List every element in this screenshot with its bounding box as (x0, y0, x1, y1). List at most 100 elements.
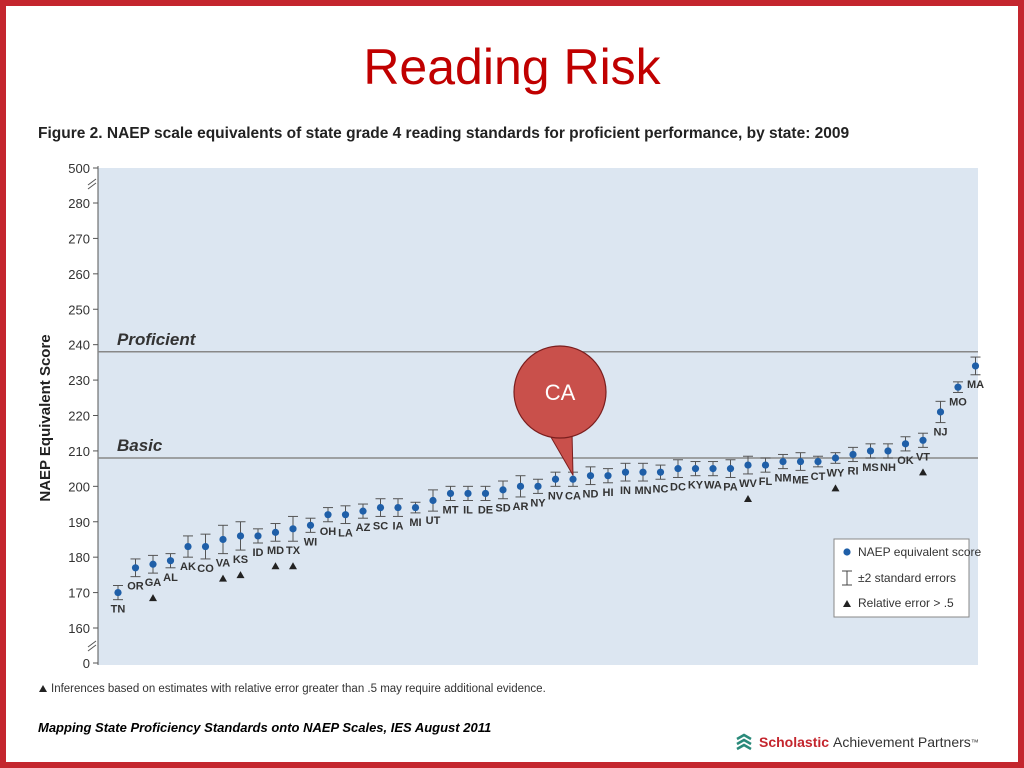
point-de (481, 489, 490, 498)
scholastic-logo-icon (736, 733, 752, 751)
relative-error-marker (271, 562, 280, 570)
state-label: NC (653, 483, 669, 495)
state-label: MI (409, 517, 421, 529)
point-nm (779, 457, 787, 466)
point-ks (236, 532, 245, 540)
point-fl (761, 461, 770, 469)
point-md (271, 528, 280, 536)
state-label: FL (759, 476, 773, 488)
relative-error-marker (831, 484, 840, 492)
y-tick-label: 200 (68, 479, 90, 494)
state-label: UT (426, 515, 441, 527)
point-in (621, 468, 630, 476)
point-wa (709, 465, 717, 473)
y-tick-label: 190 (68, 515, 90, 530)
y-tick-label: 230 (68, 373, 90, 388)
y-tick-label: 210 (68, 444, 90, 459)
state-label: MA (967, 379, 984, 391)
relative-error-marker (149, 594, 157, 602)
state-label: IA (393, 520, 404, 532)
state-label: OH (320, 526, 337, 538)
point-ar (516, 482, 525, 490)
state-label: AL (163, 572, 178, 584)
footnote-triangle-icon (39, 685, 47, 692)
state-label: NH (880, 462, 896, 474)
state-label: MN (634, 485, 651, 497)
point-va (219, 535, 227, 544)
point-al (166, 557, 175, 565)
source-citation: Mapping State Proficiency Standards onto… (38, 720, 492, 735)
y-tick-label: 270 (68, 231, 90, 246)
state-label: TN (111, 604, 126, 616)
point-dc (674, 465, 682, 473)
state-label: IN (620, 485, 631, 497)
point-mn (639, 468, 647, 476)
point-ma (971, 362, 980, 370)
state-label: DC (670, 481, 686, 493)
relative-error-marker (919, 468, 927, 476)
state-label: ID (253, 547, 264, 559)
point-wv (744, 461, 752, 469)
point-sc (376, 503, 385, 512)
callout-label: CA (545, 380, 576, 405)
point-or (131, 564, 140, 572)
state-label: CO (197, 563, 214, 575)
reference-label-basic: Basic (117, 436, 163, 455)
state-label: CA (565, 490, 581, 502)
y-tick-label: 170 (68, 586, 90, 601)
legend-box (833, 538, 970, 618)
y-tick-label: 220 (68, 409, 90, 424)
legend-item: NAEP equivalent score (858, 545, 982, 559)
axis-break-mark (87, 640, 97, 652)
y-axis-label: NAEP Equivalent Score (37, 334, 54, 501)
point-me (796, 457, 805, 466)
point-tn (114, 588, 122, 597)
relative-error-marker (236, 571, 245, 579)
y-tick-label: 160 (68, 621, 90, 636)
state-label: AZ (356, 522, 371, 534)
legend-item: ±2 standard errors (858, 571, 956, 585)
y-axis: 160 170 180 190 200 210 220 230 240 250 260 270 280 5… (68, 161, 99, 671)
point-nd (586, 472, 595, 480)
point-ga (149, 560, 157, 568)
state-label: WA (704, 480, 722, 492)
legend-item: Relative error > .5 (858, 596, 954, 610)
relative-error-marker (289, 562, 297, 570)
state-label: CT (811, 471, 826, 483)
point-ut (429, 496, 437, 505)
point-id (254, 532, 262, 540)
state-label: WY (827, 467, 845, 479)
point-az (359, 507, 367, 515)
state-label: GA (145, 577, 162, 589)
y-tick-label: 260 (68, 267, 90, 282)
point-ct (814, 457, 822, 466)
point-oh (324, 511, 332, 519)
state-label: VT (916, 451, 930, 463)
state-label: HI (603, 487, 614, 499)
y-tick-label: 240 (68, 338, 90, 353)
state-label: TX (286, 545, 301, 557)
state-label: ND (583, 489, 599, 501)
state-label: VA (216, 558, 231, 570)
state-label: KY (688, 480, 704, 492)
y-tick-label: 280 (68, 196, 90, 211)
figure-title: Figure 2. NAEP scale equivalents of stat… (38, 125, 850, 142)
state-label: SC (373, 520, 388, 532)
trademark: ™ (970, 737, 979, 747)
state-label: OK (897, 455, 914, 467)
state-label: PA (723, 481, 738, 493)
state-label: KS (233, 554, 248, 566)
point-mi (411, 503, 420, 512)
relative-error-marker (219, 574, 227, 582)
point-nj (936, 408, 945, 416)
point-vt (919, 436, 927, 444)
reference-label-proficient: Proficient (117, 330, 197, 349)
state-label: ME (792, 474, 809, 486)
state-label: SD (495, 503, 510, 515)
point-ak (184, 542, 192, 551)
state-label: WI (304, 536, 317, 548)
point-nh (884, 447, 892, 455)
point-ca (569, 475, 577, 483)
